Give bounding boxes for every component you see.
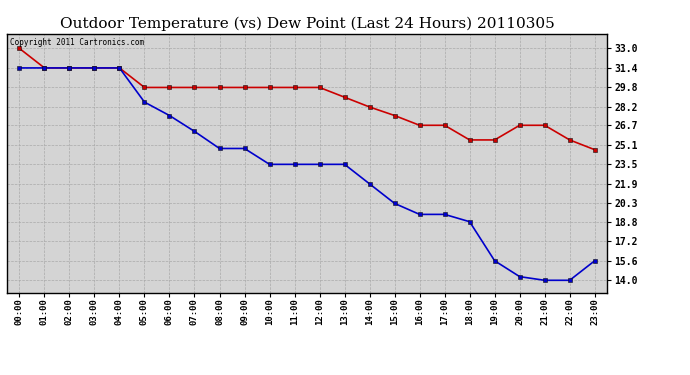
Text: Copyright 2011 Cartronics.com: Copyright 2011 Cartronics.com (10, 38, 144, 46)
Title: Outdoor Temperature (vs) Dew Point (Last 24 Hours) 20110305: Outdoor Temperature (vs) Dew Point (Last… (59, 17, 555, 31)
